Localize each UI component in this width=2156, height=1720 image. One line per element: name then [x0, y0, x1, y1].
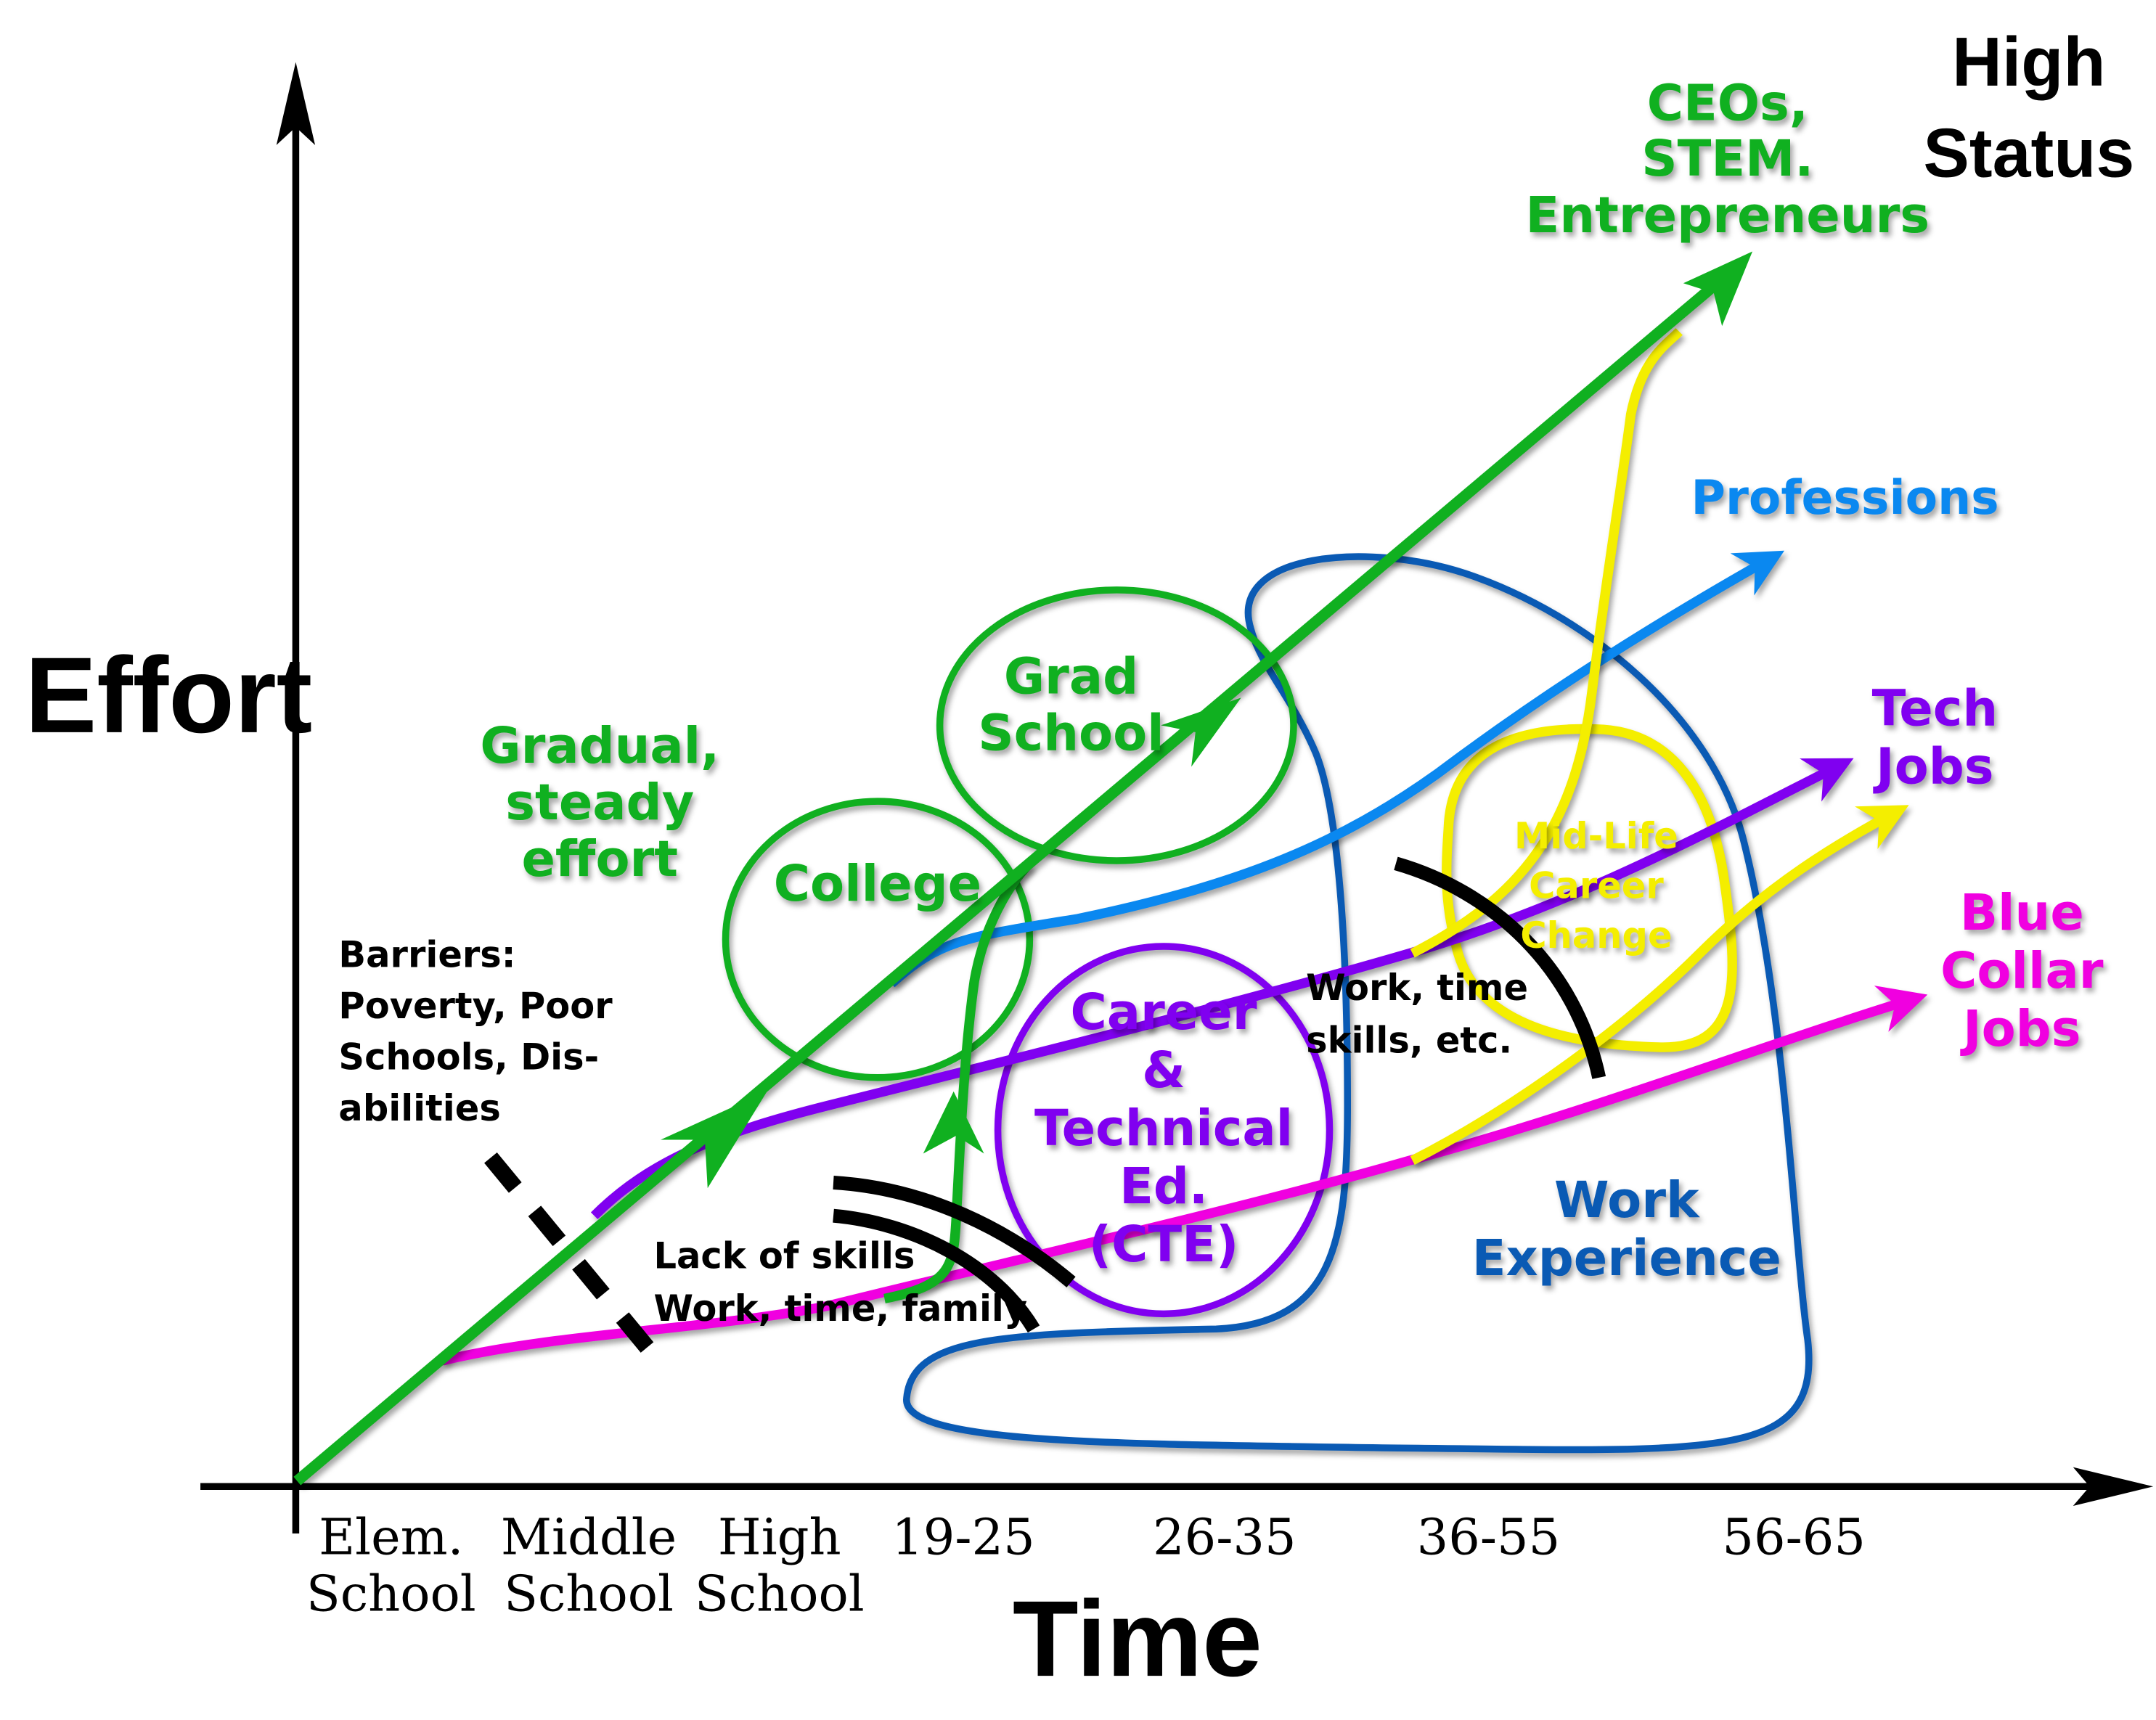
x-tick-middle-1: Middle [501, 1509, 677, 1567]
midlife-line-3: Change [1520, 914, 1672, 957]
midlife-line-2: Career [1529, 864, 1664, 906]
x-tick-middle-2: School [504, 1565, 674, 1623]
x-tick-high-2: School [695, 1565, 865, 1623]
barriers-line-2: Poverty, Poor [338, 985, 613, 1027]
blue-collar-line-1: Blue [1960, 884, 2084, 942]
cte-line-2: & [1142, 1041, 1185, 1099]
lack-of-skills-label: Lack of skills Work, time, family [654, 1235, 1028, 1330]
barriers-line-3: Schools, Dis- [338, 1036, 599, 1078]
worktime-line-2: skills, etc. [1306, 1020, 1512, 1062]
cte-line-3: Technical [1034, 1099, 1293, 1158]
grad-line-2: School [978, 705, 1164, 763]
gradual-effort-label: Gradual, steady effort [480, 717, 719, 888]
cte-line-4: Ed. [1119, 1158, 1208, 1216]
work-experience-region [903, 553, 1813, 1454]
y-axis-label: Effort [25, 636, 312, 755]
midlife-blob [1442, 724, 1737, 1052]
professions-label: Professions [1691, 471, 1999, 525]
x-tick-elem-1: Elem. [319, 1509, 463, 1567]
grad-line-1: Grad [1004, 648, 1138, 706]
lack-line-1: Lack of skills [654, 1235, 915, 1277]
x-tick-26-35: 26-35 [1153, 1509, 1297, 1567]
work-time-label: Work, time skills, etc. [1306, 967, 1528, 1061]
x-axis [200, 1467, 2154, 1506]
cte-label: Career & Technical Ed. (CTE) [1034, 983, 1293, 1274]
barriers-label: Barriers: Poverty, Poor Schools, Dis- ab… [338, 934, 613, 1129]
cte-line-1: Career [1071, 983, 1257, 1041]
green-college-arrowhead-icon [923, 1091, 984, 1154]
midlife-line-1: Mid-Life [1514, 815, 1678, 857]
x-axis-label: Time [1013, 1579, 1262, 1699]
work-line-2: Experience [1472, 1229, 1781, 1287]
barrier-dashed-line [484, 1152, 673, 1376]
gradual-line-1: Gradual, [480, 717, 719, 775]
green-mid-arrowhead-icon [661, 1091, 767, 1189]
barriers-line-1: Barriers: [338, 934, 515, 976]
barrier-arc-2 [833, 1208, 1040, 1333]
yellow-arrow-path [1410, 805, 1909, 1165]
y-axis [276, 62, 316, 1534]
work-experience-label: Work Experience [1472, 1171, 1781, 1287]
ceo-line-2: STEM. [1641, 130, 1813, 188]
high-status-line-1: High [1952, 24, 2105, 101]
ceo-line-1: CEOs, [1647, 75, 1808, 133]
blue-collar-line-2: Collar [1940, 942, 2104, 1000]
blue-collar-label: Blue Collar Jobs [1940, 884, 2104, 1058]
grad-school-label: Grad School [978, 648, 1164, 763]
x-tick-19-25: 19-25 [891, 1509, 1035, 1567]
tech-line-2: Jobs [1873, 737, 1993, 795]
barrier-arc-3 [1394, 856, 1606, 1079]
x-tick-36-55: 36-55 [1417, 1509, 1561, 1567]
tech-jobs-label: Tech Jobs [1872, 679, 1998, 795]
x-tick-elem-2: School [306, 1565, 476, 1623]
blue-collar-line-3: Jobs [1960, 1000, 2081, 1058]
college-circle [722, 798, 1034, 1081]
cte-line-5: (CTE) [1089, 1216, 1238, 1274]
green-main-arrowhead-icon [1683, 251, 1753, 327]
grad-school-circle [936, 586, 1297, 864]
magenta-path [441, 986, 1928, 1366]
tech-line-1: Tech [1872, 679, 1998, 737]
green-college-branch [883, 860, 1034, 1303]
college-label: College [774, 855, 981, 913]
barriers-line-4: abilities [338, 1087, 500, 1129]
ceo-label: CEOs, STEM. Entrepreneurs [1526, 75, 1930, 245]
midlife-label: Mid-Life Career Change [1514, 815, 1678, 957]
gradual-line-2: steady [505, 774, 694, 832]
x-axis-arrow-icon [2073, 1467, 2154, 1506]
green-grad-arrowhead-icon [1161, 697, 1241, 767]
yellow-midlife-path [1410, 328, 1683, 958]
high-status-line-2: Status [1923, 115, 2134, 192]
cte-circle [994, 943, 1334, 1318]
green-main-path [293, 282, 1718, 1486]
x-tick-56-65: 56-65 [1722, 1509, 1866, 1567]
lack-line-2: Work, time, family [654, 1287, 1028, 1330]
y-axis-arrow-icon [276, 62, 316, 145]
x-tick-labels: Elem. School Middle School High School 1… [306, 1509, 1866, 1623]
barrier-arc-1 [833, 1175, 1076, 1287]
x-tick-high-1: High [718, 1509, 841, 1567]
worktime-line-1: Work, time [1306, 967, 1528, 1009]
work-line-1: Work [1554, 1171, 1700, 1229]
gradual-line-3: effort [521, 830, 678, 888]
ceo-line-3: Entrepreneurs [1526, 187, 1930, 245]
